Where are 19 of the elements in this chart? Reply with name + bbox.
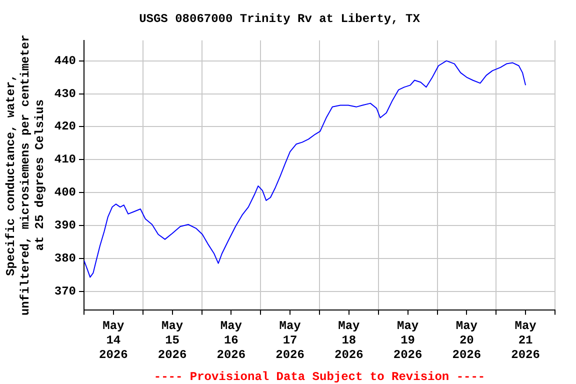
x-tick-label: May 14 2026	[99, 319, 128, 362]
y-tick-label: 400	[54, 186, 76, 200]
y-tick-label: 440	[54, 54, 76, 68]
y-tick-label: 410	[54, 152, 76, 167]
x-tick-label: May 19 2026	[393, 319, 422, 362]
y-tick-label: 430	[54, 86, 76, 101]
x-tick-label: May 16 2026	[216, 319, 246, 362]
y-axis-title: Specific conductance, water, unfiltered, microsiemens per centimeter at 25 degrees Celsius	[4, 34, 48, 316]
y-tick-label: 380	[54, 251, 76, 266]
y-tick-label: 370	[54, 284, 76, 298]
text: ---- Provisional Data Subject to Revision ----	[154, 370, 486, 384]
y-tick-label: 390	[54, 218, 76, 233]
y-tick-label: 420	[54, 120, 76, 134]
x-tick-label: May 21 2026	[511, 319, 540, 362]
x-tick-label: May 17 2026	[276, 319, 304, 362]
chart-title: USGS 08067000 Trinity Rv at Liberty, TX	[139, 12, 421, 26]
x-tick-label: May 18 2026	[334, 319, 364, 362]
x-tick-label: May 15 2026	[158, 319, 187, 362]
x-tick-label: May 20 2026	[452, 319, 482, 362]
